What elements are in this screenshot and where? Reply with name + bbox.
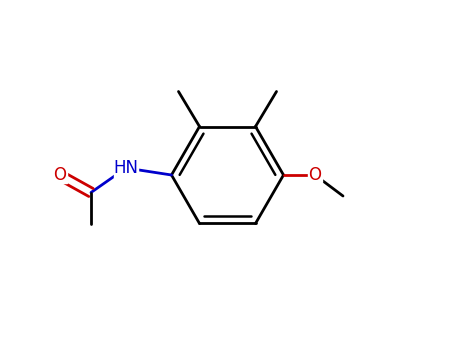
Bar	[114, 158, 138, 178]
Bar	[308, 168, 322, 182]
Text: O: O	[53, 166, 66, 184]
Bar	[51, 167, 67, 183]
Text: O: O	[308, 166, 322, 184]
Text: HN: HN	[113, 159, 138, 177]
